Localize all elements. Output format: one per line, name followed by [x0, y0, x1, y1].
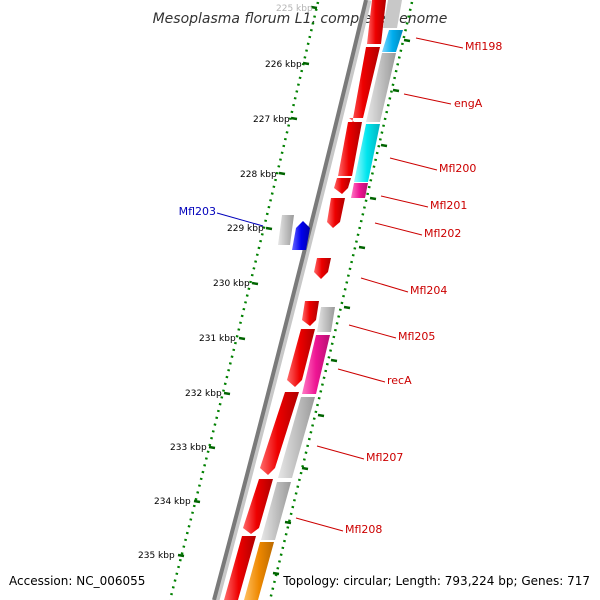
- gene-arrow: [224, 536, 256, 600]
- gene-arrow: [260, 392, 299, 475]
- cog-block: [383, 0, 402, 28]
- backbone: [212, 0, 368, 600]
- gene-label[interactable]: Mfl207: [366, 451, 403, 464]
- gene-arrow-blue: [292, 221, 310, 250]
- ruler-label: 231 kbp: [199, 334, 236, 344]
- gene-label[interactable]: Mfl202: [424, 227, 461, 240]
- cog-block: [278, 215, 294, 245]
- ruler-ticks: [177, 5, 318, 558]
- cog-track: [244, 0, 403, 600]
- gene-arrow: [349, 47, 380, 124]
- gene-label[interactable]: Mfl203: [179, 205, 216, 218]
- gene-arrow: [338, 122, 362, 176]
- cog-block: [351, 183, 368, 198]
- ruler-label: 229 kbp: [227, 224, 264, 234]
- gene-label[interactable]: Mfl198: [465, 40, 502, 53]
- gene-label[interactable]: engA: [454, 97, 483, 110]
- cog-block: [244, 542, 274, 600]
- ruler-label: 230 kbp: [213, 279, 250, 289]
- gene-arrow: [327, 198, 345, 228]
- cog-block: [366, 53, 396, 122]
- ruler-label: 235 kbp: [138, 551, 175, 561]
- cog-block: [261, 482, 291, 540]
- accession-text: Accession: NC_006055: [9, 574, 146, 588]
- gene-label-group: [295, 37, 464, 532]
- ruler-label: 232 kbp: [185, 389, 222, 399]
- cog-block: [382, 30, 403, 52]
- ruler-label: 226 kbp: [265, 60, 302, 70]
- cog-block: [278, 397, 315, 478]
- gene-label[interactable]: Mfl201: [430, 199, 467, 212]
- gene-label[interactable]: recA: [387, 374, 412, 387]
- gene-arrow: [367, 0, 386, 44]
- ruler-label-faint: 225 kbp: [276, 4, 313, 14]
- cds-track-minus: [278, 215, 310, 250]
- gene-label[interactable]: Mfl204: [410, 284, 447, 297]
- ruler-label: 234 kbp: [154, 497, 191, 507]
- outer-guide-ticks: [272, 38, 411, 576]
- cds-track-plus: [224, 0, 386, 600]
- ruler-track: [168, 1, 320, 600]
- gene-leader-blue: [216, 212, 264, 227]
- gene-arrow: [243, 479, 273, 534]
- gene-label[interactable]: Mfl205: [398, 330, 435, 343]
- summary-text: Topology: circular; Length: 793,224 bp; …: [283, 574, 590, 588]
- gene-label[interactable]: Mfl200: [439, 162, 476, 175]
- ruler-label: 227 kbp: [253, 115, 290, 125]
- gene-arrow: [302, 301, 319, 326]
- cog-block: [317, 307, 335, 332]
- gene-arrow: [334, 178, 351, 194]
- cog-block: [354, 124, 380, 182]
- gene-arrow: [314, 258, 331, 279]
- outer-guide-track: [268, 1, 414, 600]
- ruler-label: 233 kbp: [170, 443, 207, 453]
- cog-block: [302, 335, 330, 394]
- gene-arrow: [287, 329, 315, 387]
- gene-label[interactable]: Mfl208: [345, 523, 382, 536]
- ruler-label: 228 kbp: [240, 170, 277, 180]
